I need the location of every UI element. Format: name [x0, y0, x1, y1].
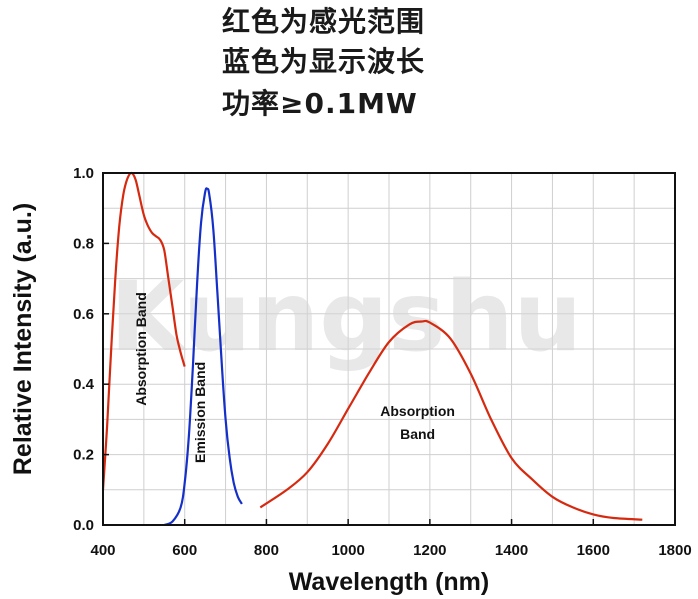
- x-tick-label: 600: [172, 542, 197, 559]
- tick-group: 400 600 800 1000 1200 1400 1600 1800 0.0 0.2 0.4 0.…: [73, 165, 692, 559]
- header-line-3: 功率≥0.1MW: [222, 87, 418, 120]
- y-tick-label: 0.0: [73, 517, 94, 534]
- x-tick-label: 1600: [577, 542, 610, 559]
- absorption-curve-visible: [101, 171, 186, 490]
- y-tick-label: 0.8: [73, 235, 94, 252]
- x-tick-label: 800: [254, 542, 279, 559]
- annotation-label: Emission Band: [192, 362, 208, 463]
- y-axis-label: Relative Intensity (a.u.): [9, 203, 37, 475]
- annotation-group: Absorption Band Emission Band Absorption Ba…: [133, 292, 455, 463]
- plot-frame: [102, 172, 676, 526]
- y-tick-label: 1.0: [73, 165, 94, 182]
- header-line-2: 蓝色为显示波长: [222, 45, 426, 78]
- x-tick-label: 1800: [658, 542, 691, 559]
- annotation-label: Band: [400, 426, 435, 442]
- absorption-curve-nir: [259, 319, 643, 521]
- y-tick-label: 0.6: [73, 306, 94, 323]
- x-axis-label: Wavelength (nm): [289, 568, 489, 596]
- x-tick-label: 1200: [413, 542, 446, 559]
- emission-curve: [163, 187, 243, 527]
- watermark: Kungshu: [110, 261, 582, 373]
- y-tick-label: 0.4: [73, 376, 95, 393]
- series-group: [101, 171, 643, 527]
- header-line-1: 红色为感光范围: [222, 5, 426, 38]
- x-tick-label: 1000: [331, 542, 364, 559]
- y-tick-label: 0.2: [73, 447, 94, 464]
- annotation-label: Absorption Band: [133, 292, 149, 406]
- grid: [103, 173, 675, 525]
- x-tick-label: 400: [90, 542, 115, 559]
- annotation-label: Absorption: [380, 403, 455, 419]
- x-tick-label: 1400: [495, 542, 528, 559]
